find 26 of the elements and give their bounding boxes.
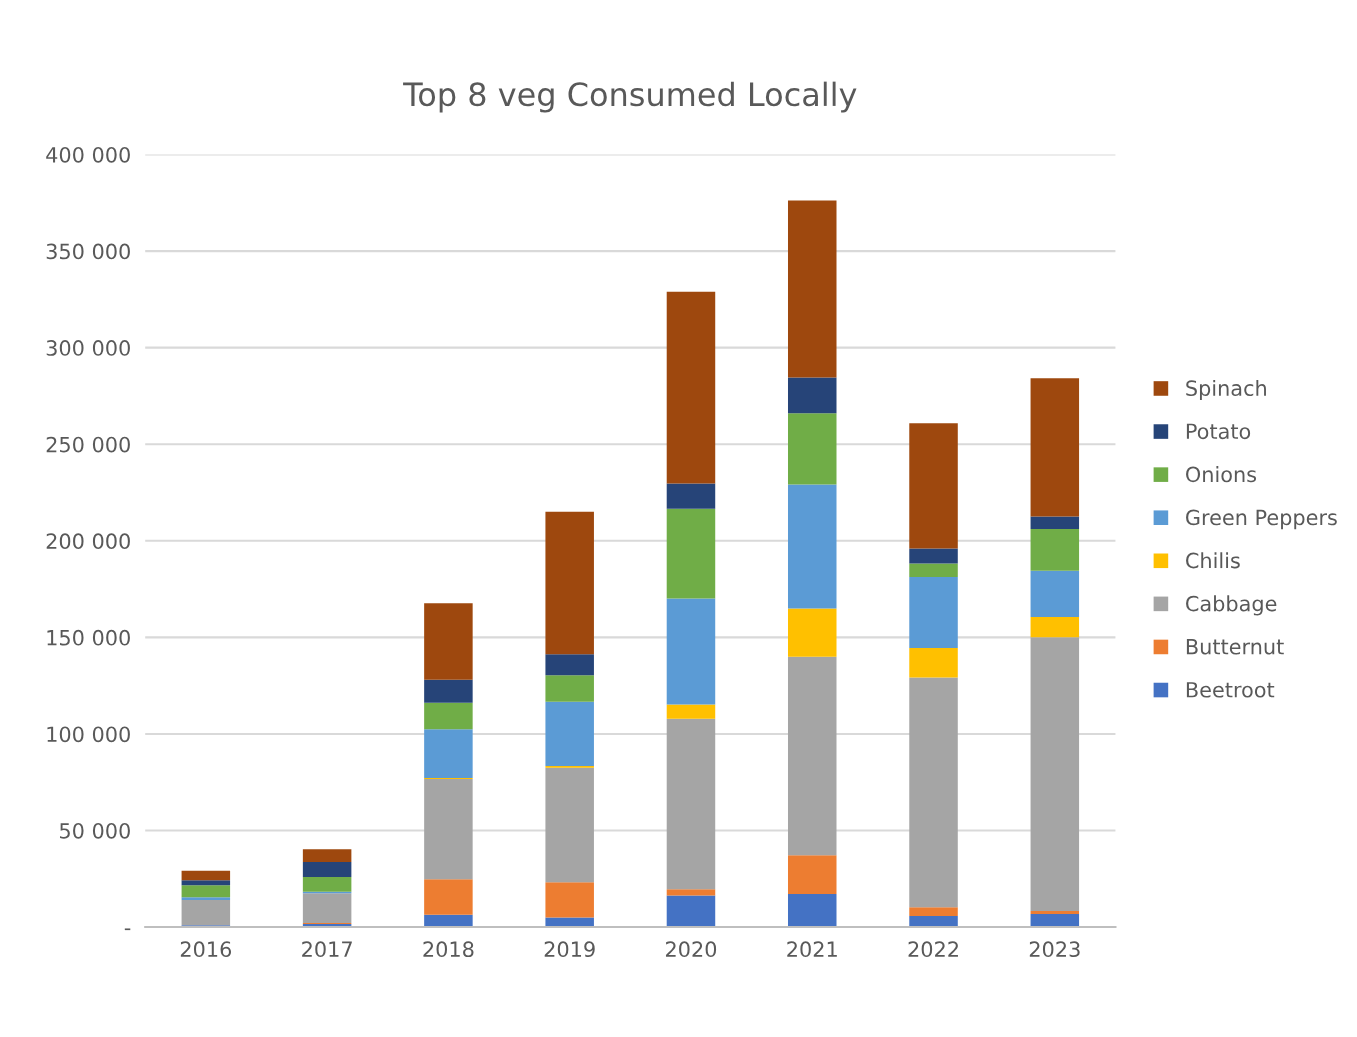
legend-label: Green Peppers	[1186, 509, 1337, 530]
y-tick-label: 300 000	[46, 340, 130, 356]
y-tick-label: 200 000	[46, 533, 130, 550]
y-tick-label: -	[124, 928, 131, 931]
y-tick-label: 100 000	[47, 726, 130, 743]
legend-label: Beetroot	[1186, 682, 1275, 698]
legend-label: Potato	[1186, 423, 1251, 440]
x-tick-label: 2022	[908, 941, 958, 958]
legend-label: Butternut	[1186, 639, 1284, 655]
chart-title: Top 8 veg Consumed Locally	[403, 81, 857, 113]
x-tick-label: 2020	[665, 941, 717, 958]
y-tick-label: 150 000	[47, 629, 130, 646]
x-tick-label: 2019	[544, 941, 595, 958]
y-tick-label: 50 000	[60, 822, 130, 839]
y-tick-label: 400 000	[46, 146, 130, 163]
legend-label: Cabbage	[1186, 595, 1277, 616]
y-tick-label: 250 000	[46, 436, 130, 453]
legend-label: Spinach	[1186, 379, 1266, 401]
legend-label: Chilis	[1186, 552, 1240, 569]
legend-label: Onions	[1186, 466, 1257, 483]
x-tick-label: 2021	[787, 941, 837, 958]
x-tick-label: 2023	[1029, 941, 1080, 958]
y-tick-label: 350 000	[46, 243, 130, 260]
x-tick-label: 2018	[423, 941, 474, 958]
x-tick-label: 2016	[180, 941, 232, 958]
x-tick-label: 2017	[302, 941, 352, 958]
